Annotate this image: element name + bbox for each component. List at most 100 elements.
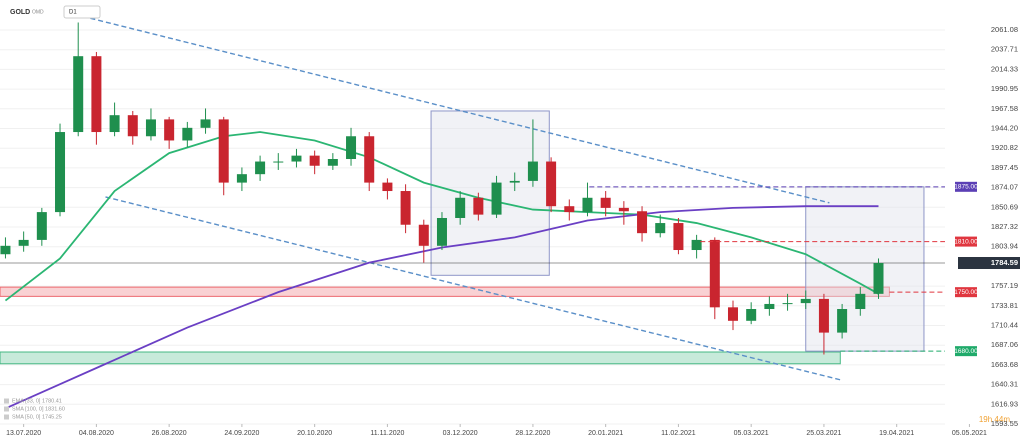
candle-body xyxy=(127,115,138,137)
timeframe-select[interactable] xyxy=(63,5,101,19)
candle-body xyxy=(36,212,47,240)
level-label: 1875.00 xyxy=(954,184,978,191)
x-tick-label: 19.04.2021 xyxy=(879,430,914,437)
candle-body xyxy=(691,239,702,251)
box xyxy=(430,110,550,276)
legend-icon xyxy=(4,414,9,420)
candle-body xyxy=(637,211,648,234)
candle-body xyxy=(255,161,266,175)
candle-body xyxy=(327,159,338,166)
candle-body xyxy=(91,56,102,133)
x-tick-label: 05.03.2021 xyxy=(734,430,769,437)
symbol: GOLD xyxy=(10,9,30,16)
candle-body xyxy=(509,180,520,183)
candle-body xyxy=(727,307,738,321)
x-tick-label: 11.11.2020 xyxy=(370,430,404,437)
timeframe[interactable]: D1 xyxy=(69,10,77,16)
candle-body xyxy=(382,182,393,192)
candle-body xyxy=(655,223,666,234)
x-tick-label: 28.12.2020 xyxy=(515,430,550,437)
candle-body xyxy=(200,119,211,128)
y-tick-label: 1967.58 xyxy=(991,104,1018,113)
legend-icon xyxy=(4,398,9,404)
candle-body xyxy=(109,115,120,133)
x-tick-label: 24.09.2020 xyxy=(224,430,259,437)
level-box xyxy=(955,236,977,247)
candle-body xyxy=(618,207,629,212)
candle-body xyxy=(18,239,29,246)
level-box xyxy=(955,287,977,298)
y-tick-label: 1803.94 xyxy=(991,242,1018,251)
candle-body xyxy=(746,309,757,321)
x-tick-label: 13.07.2020 xyxy=(6,430,41,437)
candle-body xyxy=(782,303,793,305)
x-tick-label: 11.02.2021 xyxy=(661,430,696,437)
timer: 19h 44m xyxy=(979,415,1010,424)
y-tick-label: 1757.19 xyxy=(991,281,1018,290)
candle-body xyxy=(800,298,811,304)
candle-body xyxy=(309,155,320,166)
level-label: 1750.00 xyxy=(954,289,978,296)
candle-body xyxy=(164,119,175,141)
y-tick-label: 1593.55 xyxy=(991,419,1018,428)
candle-body xyxy=(145,119,156,137)
level-box xyxy=(955,181,977,192)
last-price-label: 1784.59 xyxy=(991,258,1018,267)
indicator-line xyxy=(5,205,879,410)
x-tick-label: 20.10.2020 xyxy=(297,430,332,437)
candle-body xyxy=(400,191,411,225)
zone xyxy=(0,351,841,365)
y-tick-label: 2014.33 xyxy=(991,64,1018,73)
x-tick-label: 20.01.2021 xyxy=(588,430,623,437)
x-tick-label: 26.08.2020 xyxy=(152,430,187,437)
y-tick-label: 1874.07 xyxy=(991,183,1018,192)
x-tick-label: 05.05.2021 xyxy=(952,430,987,437)
level-label: 1680.00 xyxy=(954,348,978,355)
legend-entry: SMA [50, 0] 1745.25 xyxy=(12,414,62,420)
candle-body xyxy=(491,182,502,215)
candle-body xyxy=(455,197,466,218)
y-tick-label: 1897.45 xyxy=(991,163,1018,172)
zone xyxy=(0,286,890,297)
y-tick-label: 1944.20 xyxy=(991,123,1018,132)
candle-body xyxy=(709,239,720,308)
candle-body xyxy=(546,161,557,207)
candle-body xyxy=(346,136,357,160)
y-tick-label: 1663.68 xyxy=(991,360,1018,369)
symbol-sub: OMD xyxy=(32,9,44,15)
candle-body xyxy=(236,174,247,183)
y-tick-label: 2037.71 xyxy=(991,45,1018,54)
x-tick-label: 25.03.2021 xyxy=(806,430,841,437)
trend-line xyxy=(105,196,841,381)
candle-body xyxy=(273,161,284,163)
candle-body xyxy=(673,223,684,251)
indicator-line xyxy=(4,131,879,302)
level-label: 1810.00 xyxy=(954,238,978,245)
legend-entry: SMA [100, 0] 1831.60 xyxy=(12,406,65,412)
candle-body xyxy=(564,206,575,213)
last-price-box xyxy=(958,257,1020,270)
candle-body xyxy=(764,303,775,310)
y-tick-label: 1990.95 xyxy=(991,84,1018,93)
candle-body xyxy=(364,136,375,183)
y-tick-label: 1640.31 xyxy=(991,380,1018,389)
legend-entry: EMA [33, 0] 1780.41 xyxy=(12,398,62,404)
candle-body xyxy=(291,155,302,162)
y-tick-label: 1687.06 xyxy=(991,340,1018,349)
y-tick-label: 1920.82 xyxy=(991,143,1018,152)
trend-line xyxy=(90,17,830,204)
candle-body xyxy=(418,224,429,246)
y-tick-label: 1616.93 xyxy=(991,399,1018,408)
y-tick-label: 1827.32 xyxy=(991,222,1018,231)
y-tick-label: 2061.08 xyxy=(991,25,1018,34)
candle-body xyxy=(55,132,66,213)
y-tick-label: 1710.44 xyxy=(991,320,1018,329)
candle-body xyxy=(855,293,866,310)
candle-body xyxy=(182,127,193,141)
legend-icon xyxy=(4,406,9,412)
candle-body xyxy=(527,161,538,181)
candle-body xyxy=(873,263,884,294)
x-tick-label: 03.12.2020 xyxy=(443,430,478,437)
candle-body xyxy=(837,309,848,333)
